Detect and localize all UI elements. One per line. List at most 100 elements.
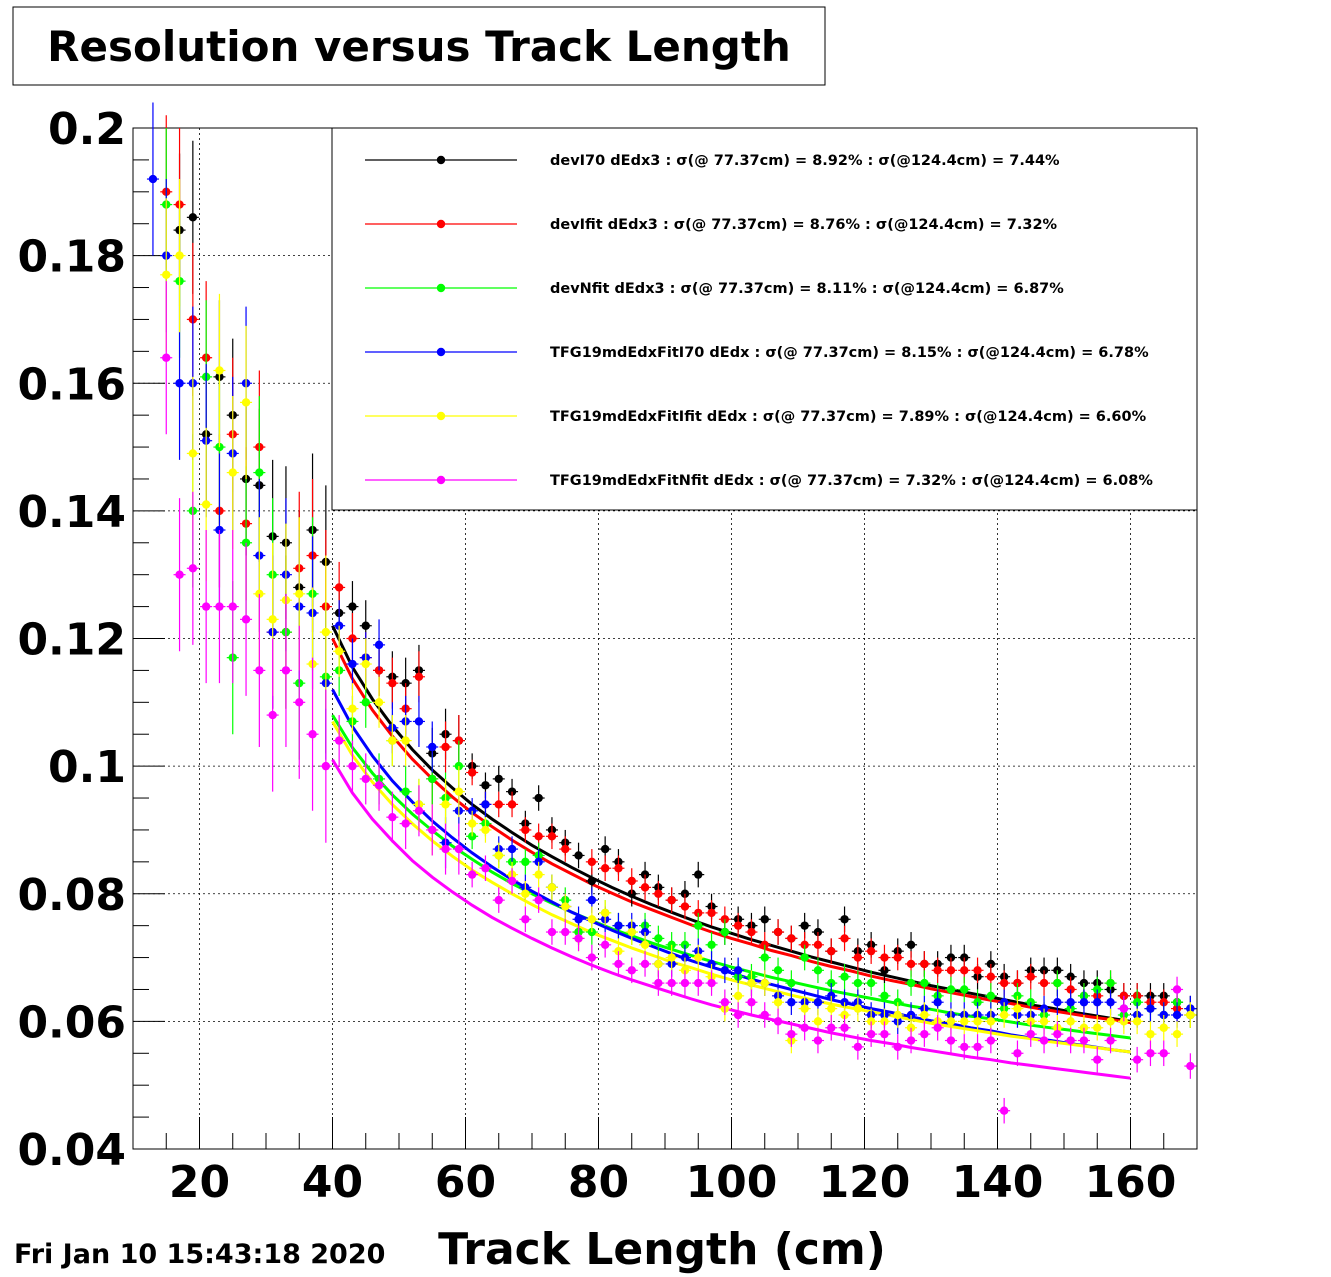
data-point [906,940,916,949]
y-tick-label: 0.16 [17,359,126,410]
data-point [162,353,171,362]
data-point [694,921,703,930]
data-point [747,927,756,937]
data-point [1093,1023,1102,1032]
data-point [733,991,743,1001]
data-point [574,915,583,924]
data-point [667,978,676,988]
data-point [388,736,397,745]
data-point [960,966,969,975]
legend-entry-3: TFG19mdEdxFitI70 dEdx : σ(@ 77.37cm) = 8… [365,345,1149,361]
data-point [361,774,370,784]
data-point [534,832,543,841]
data-point [614,959,623,969]
data-point [680,978,690,988]
data-point [986,1036,996,1045]
data-point [640,940,650,949]
data-point [215,366,224,375]
data-point [361,698,370,707]
data-point [1039,1036,1049,1045]
legend: devI70 dEdx3 : σ(@ 77.37cm) = 8.92% : σ(… [331,127,1198,511]
data-point [614,864,623,873]
data-point [827,946,836,956]
legend-label: devNfit dEdx3 : σ(@ 77.37cm) = 8.11% : σ… [550,281,1064,297]
legend-entry-5: TFG19mdEdxFitNfit dEdx : σ(@ 77.37cm) = … [365,473,1153,489]
legend-marker [436,411,446,421]
data-point [906,978,916,988]
x-tick-label: 160 [1085,1157,1177,1208]
data-point [587,953,597,962]
y-tick-label: 0.12 [17,615,126,666]
data-point [561,844,570,854]
data-point [374,640,384,650]
data-point [866,946,876,956]
data-point [334,583,344,592]
data-point [481,864,490,873]
data-point [494,851,503,860]
data-point [827,1023,836,1032]
data-point [840,1023,849,1032]
data-point [906,959,916,969]
data-point [853,1042,863,1052]
data-point [374,698,384,707]
data-point [162,270,171,279]
data-point [1106,1036,1115,1045]
data-point [281,666,291,675]
data-point [494,800,503,809]
data-point [295,589,304,599]
data-point [800,1023,809,1032]
data-point [627,927,636,937]
data-point [388,678,397,688]
fit-curve-0 [331,625,1131,1023]
data-point [654,889,663,898]
data-point [574,851,583,860]
data-point [733,1010,743,1020]
data-point [773,966,783,975]
data-point [361,659,370,669]
data-point [800,953,809,962]
data-point [1013,1004,1022,1013]
data-point [1132,1055,1142,1064]
data-point [787,934,796,943]
legend-marker [436,155,446,165]
data-point [1146,1004,1155,1013]
data-point [840,915,849,924]
data-point [241,615,251,624]
data-point [893,1042,902,1052]
data-point [401,787,410,796]
data-point [334,736,344,745]
data-point [654,959,663,969]
data-point [441,742,450,752]
data-point [414,806,424,815]
data-point [561,902,570,911]
data-point [587,857,597,867]
data-point [441,800,450,809]
data-point [720,927,730,937]
data-point [960,1017,969,1026]
data-point [906,1036,916,1045]
data-point [694,978,703,988]
data-point [760,953,769,962]
data-point [600,864,610,873]
data-point [813,940,823,949]
data-point [534,793,543,803]
data-point [853,953,863,962]
data-point [627,876,636,886]
legend-marker [436,283,446,293]
data-point [348,761,357,771]
data-point [720,998,730,1007]
data-point [587,876,597,886]
data-point [348,704,357,713]
y-tick-label: 0.2 [48,104,126,155]
data-point [880,953,889,962]
data-point [1159,1023,1168,1032]
data-point [960,1042,969,1052]
chart-title: Resolution versus Track Length [47,22,791,71]
data-point [454,844,464,854]
data-point [587,895,597,905]
data-point [720,966,730,975]
data-point [946,1017,956,1026]
data-point [1066,998,1075,1007]
data-point [547,883,557,892]
data-point [321,627,331,637]
